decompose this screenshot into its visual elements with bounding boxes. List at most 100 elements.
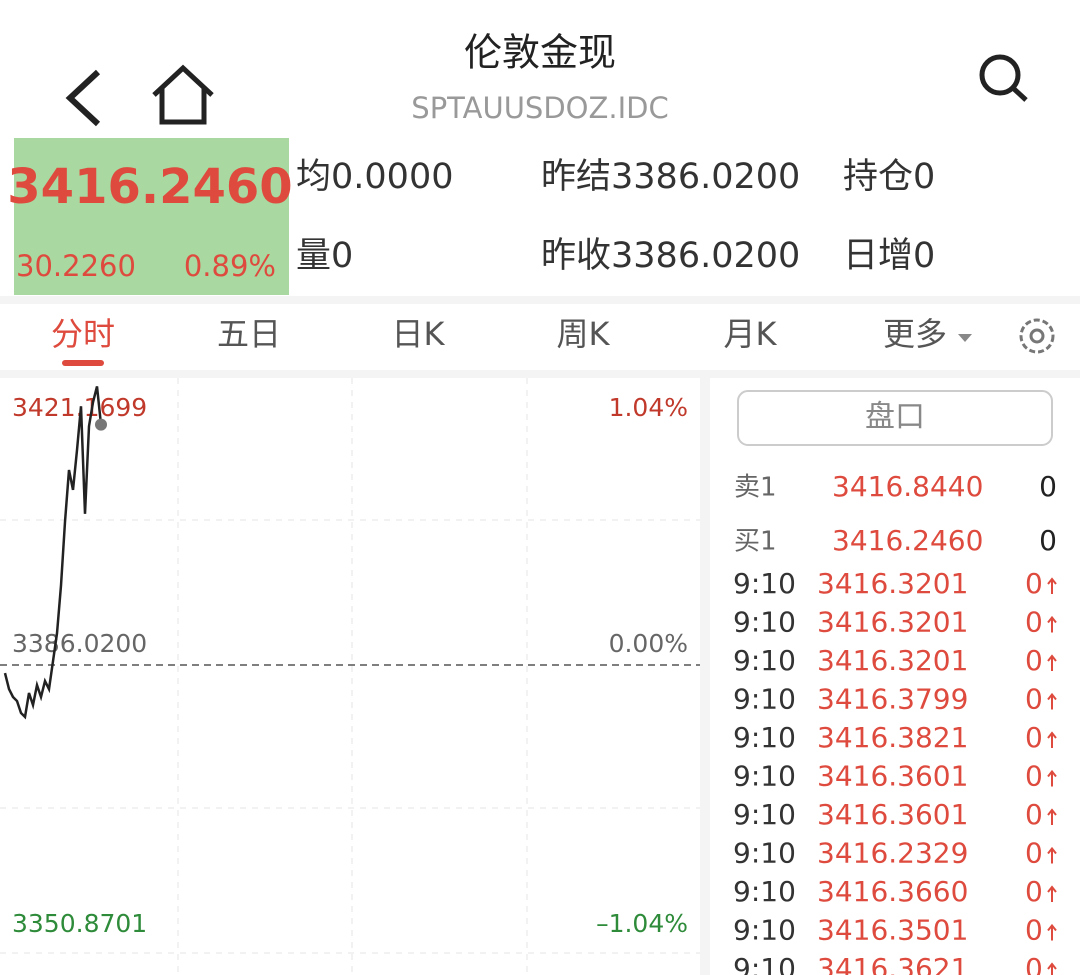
price-change: 30.2260 [16,249,136,283]
stat-value: 3386.0200 [611,157,800,197]
trade-time: 9:10 [733,683,796,716]
trade-price: 3416.3799 [817,683,968,716]
divider [0,296,1080,304]
trade-price: 3416.3201 [817,567,968,600]
trade-price: 3416.3201 [817,606,968,639]
settings-button[interactable] [1019,318,1055,354]
last-price: 3416.2460 [7,159,292,215]
stat: 昨结3386.0200 [541,157,800,197]
stat-value: 0 [913,157,935,197]
level-volume: 0 [1039,470,1057,503]
stat-value: 0 [331,236,353,276]
up-arrow [1047,808,1057,825]
trade-time: 9:10 [733,798,796,831]
y-tick-label: 3386.0200 [12,629,147,658]
tab[interactable]: 日K [392,315,446,353]
tab-indicator [62,360,104,366]
up-arrow [1047,962,1057,975]
tab[interactable]: 分时 [51,315,115,353]
trade-price: 3416.2329 [817,837,968,870]
search-button[interactable] [979,54,1028,102]
back-button[interactable] [65,69,101,127]
up-arrow [1047,615,1057,633]
trade-time: 9:10 [733,952,796,975]
trade-volume: 0 [1025,606,1043,639]
trade-price: 3416.3201 [817,644,968,677]
trade-volume: 0 [1025,837,1043,870]
tab[interactable]: 更多 [883,315,947,353]
title: 伦敦金现 [464,31,616,75]
trade-volume: 0 [1025,798,1043,831]
pct-label: 0.00% [609,629,688,658]
up-arrow [1047,692,1057,710]
grid [0,378,700,975]
tab[interactable]: 月K [724,315,778,353]
trade-time: 9:10 [733,760,796,793]
up-arrow [1047,654,1057,671]
stat-value: 0.0000 [331,157,453,197]
trade-volume: 0 [1025,721,1043,754]
level-price: 3416.8440 [832,470,983,503]
trade-price: 3416.3621 [817,952,968,975]
panel-divider [700,378,710,975]
level-label: 卖1 [734,473,777,503]
up-arrow [1047,769,1057,787]
divider [0,370,1080,378]
up-arrow [1047,885,1057,902]
more-caret [958,334,972,342]
pct-label: 1.04% [609,393,688,422]
up-arrow [1047,577,1057,594]
stat: 均0.0000 [296,157,453,197]
last-point [95,418,107,431]
up-arrow [1047,923,1057,941]
stat-label: 昨收 [541,236,611,276]
trade-price: 3416.3821 [817,721,968,754]
up-arrow [1047,846,1057,864]
trade-time: 9:10 [733,606,796,639]
tab[interactable]: 周K [557,315,611,353]
trade-volume: 0 [1025,952,1043,975]
trade-price: 3416.3601 [817,760,968,793]
stat-label: 均 [296,157,331,197]
level-label: 买1 [734,527,777,557]
level-price: 3416.2460 [832,524,983,557]
symbol-code: SPTAUUSDOZ.IDC [411,91,668,125]
trade-price: 3416.3501 [817,914,968,947]
trade-time: 9:10 [733,567,796,600]
stat-label: 量 [296,236,331,276]
tab[interactable]: 五日 [217,315,281,353]
order-book-button[interactable] [737,390,1053,446]
stat-label: 昨结 [541,157,611,197]
stat-label: 持仓 [843,157,913,197]
stat-value: 0 [913,236,935,276]
trade-volume: 0 [1025,567,1043,600]
trade-volume: 0 [1025,760,1043,793]
up-arrow [1047,731,1057,748]
stat: 量0 [296,236,353,276]
trade-volume: 0 [1025,914,1043,947]
y-tick-label: 3350.8701 [12,909,147,938]
order-book-label: 盘口 [865,400,925,435]
pct-label: –1.04% [596,909,688,938]
level-volume: 0 [1039,524,1057,557]
trade-volume: 0 [1025,683,1043,716]
price-line [3,386,103,720]
trade-price: 3416.3601 [817,798,968,831]
trade-time: 9:10 [733,914,796,947]
trade-price: 3416.3660 [817,875,968,908]
trade-volume: 0 [1025,875,1043,908]
trade-volume: 0 [1025,644,1043,677]
stat-label: 日增 [843,236,913,276]
home-button[interactable] [152,64,214,125]
trade-time: 9:10 [733,875,796,908]
stat: 日增0 [843,236,935,276]
trade-time: 9:10 [733,837,796,870]
stat: 持仓0 [843,157,935,197]
trade-time: 9:10 [733,721,796,754]
price-change-pct: 0.89% [184,249,276,283]
quote-box [14,138,289,295]
stat-value: 3386.0200 [611,236,800,276]
trade-time: 9:10 [733,644,796,677]
